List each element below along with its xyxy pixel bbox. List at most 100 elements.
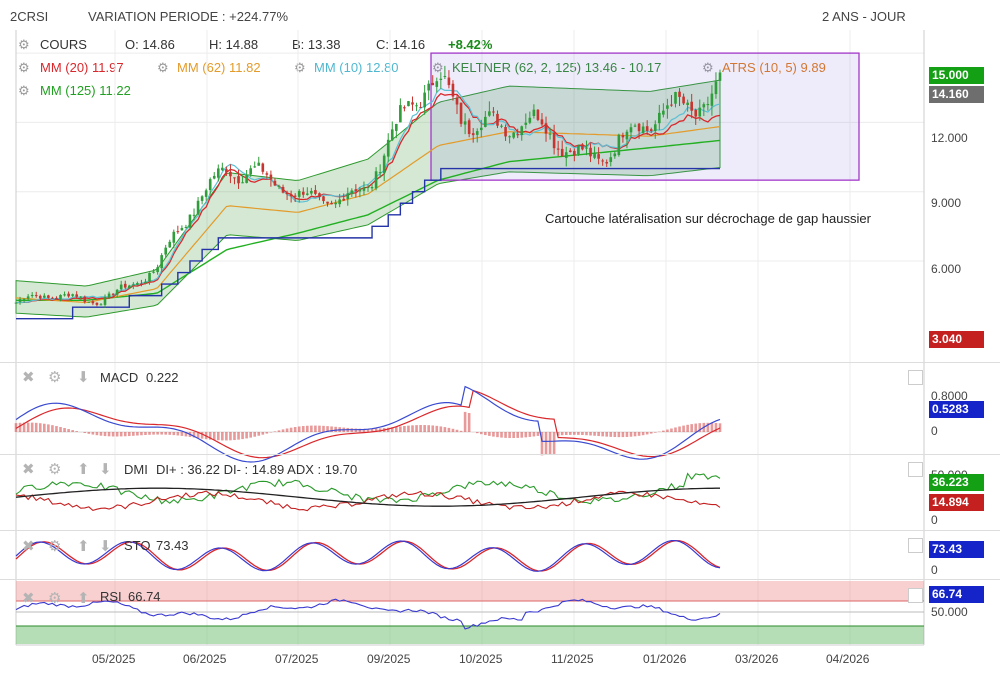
candle-body xyxy=(99,304,103,306)
arrow-down-icon[interactable]: ⬇ xyxy=(77,369,90,386)
macd-histogram-bar xyxy=(605,432,609,437)
macd-histogram-bar xyxy=(330,426,333,432)
candle-body xyxy=(87,301,91,303)
arrow-down-icon[interactable]: ⬇ xyxy=(99,461,112,478)
candle-body xyxy=(168,241,172,248)
candle-body xyxy=(488,111,491,116)
candle-body xyxy=(59,294,62,299)
candle-body xyxy=(374,171,378,189)
cours-label: COURS xyxy=(40,37,87,52)
price-high-badge: 15.000 xyxy=(929,67,984,84)
gear-icon[interactable]: ⚙ xyxy=(48,538,62,555)
macd-histogram-bar xyxy=(686,424,689,432)
macd-histogram-bar xyxy=(241,432,244,440)
candle-body xyxy=(176,231,180,233)
sto-label: STO xyxy=(124,538,151,553)
candle-body xyxy=(415,105,418,107)
gear-icon[interactable]: ⚙ xyxy=(18,60,30,75)
gear-icon[interactable]: ⚙ xyxy=(48,590,62,607)
panel-checkbox[interactable] xyxy=(908,538,923,553)
candle-body xyxy=(314,190,317,194)
x-tick: 01/2026 xyxy=(643,652,687,666)
macd-histogram-bar xyxy=(710,422,714,432)
gear-icon[interactable]: ⚙ xyxy=(18,83,30,98)
macd-histogram-bar xyxy=(160,432,163,435)
period-selector[interactable]: 2 ANS - JOUR xyxy=(822,9,906,24)
macd-histogram-bar xyxy=(326,426,329,432)
candle-body xyxy=(164,247,168,255)
macd-histogram-bar xyxy=(512,432,515,439)
macd-histogram-bar xyxy=(22,422,26,432)
candle-body xyxy=(334,202,337,205)
macd-histogram-bar xyxy=(621,432,625,438)
macd-histogram-bar xyxy=(281,429,285,432)
candle-body xyxy=(504,127,507,137)
candle-body xyxy=(63,294,66,296)
arrow-down-icon[interactable]: ⬇ xyxy=(99,538,112,555)
macd-histogram-bar xyxy=(403,426,406,432)
macd-histogram-bar xyxy=(297,426,301,432)
candle-body xyxy=(423,92,426,108)
x-tick: 10/2025 xyxy=(459,652,503,666)
gear-icon[interactable]: ⚙ xyxy=(18,37,30,52)
candle-body xyxy=(362,187,366,191)
arrow-up-icon[interactable]: ⬆ xyxy=(77,461,90,478)
macd-histogram-bar xyxy=(568,432,572,435)
gear-icon[interactable]: ⚙ xyxy=(702,60,714,76)
candle-body xyxy=(338,199,341,205)
candle-body xyxy=(221,167,224,171)
candle-body xyxy=(273,180,277,186)
candle-body xyxy=(601,160,604,162)
candle-body xyxy=(83,296,87,302)
macd-histogram-bar xyxy=(144,432,147,435)
close-icon[interactable]: ✖ xyxy=(22,590,35,607)
candle-body xyxy=(670,104,673,106)
macd-histogram-bar xyxy=(180,432,184,436)
x-tick: 05/2025 xyxy=(92,652,136,666)
macd-histogram-bar xyxy=(678,426,681,432)
arrow-up-icon[interactable]: ⬆ xyxy=(77,538,90,555)
candle-body xyxy=(390,129,394,141)
sto-badge: 73.43 xyxy=(929,541,984,558)
macd-histogram-bar xyxy=(625,432,629,437)
macd-histogram-bar xyxy=(484,432,487,436)
macd-histogram-bar xyxy=(492,432,495,437)
ticker: 2CRSI xyxy=(10,9,49,24)
candle-body xyxy=(560,148,564,157)
close-icon[interactable]: ✖ xyxy=(22,369,35,386)
macd-histogram-bar xyxy=(581,432,584,436)
gear-icon[interactable]: ⚙ xyxy=(157,60,169,75)
arrow-up-icon[interactable]: ⬆ xyxy=(77,590,90,607)
macd-histogram-bar xyxy=(496,432,499,438)
candle-body xyxy=(479,127,483,131)
gear-icon[interactable]: ⚙ xyxy=(48,369,62,386)
price-tick: 12.000 xyxy=(931,131,968,145)
candle-body xyxy=(103,297,107,305)
macd-histogram-bar xyxy=(221,432,224,441)
candle-body xyxy=(216,168,220,178)
candle-body xyxy=(653,124,657,132)
price-last-badge: 14.160 xyxy=(929,86,984,103)
candle-body xyxy=(544,123,548,134)
close-icon[interactable]: ✖ xyxy=(22,538,35,555)
macd-histogram-bar xyxy=(374,428,378,432)
candle-body xyxy=(208,179,212,191)
macd-histogram-bar xyxy=(386,427,390,432)
macd-histogram-bar xyxy=(265,432,269,434)
candle-body xyxy=(119,284,123,290)
panel-checkbox[interactable] xyxy=(908,462,923,477)
gear-icon[interactable]: ⚙ xyxy=(294,60,306,75)
candle-body xyxy=(674,92,677,104)
panel-checkbox[interactable] xyxy=(908,370,923,385)
candle-body xyxy=(204,190,208,197)
macd-histogram-bar xyxy=(532,432,536,437)
macd-histogram-bar xyxy=(399,426,402,432)
gear-icon[interactable]: ⚙ xyxy=(432,60,444,76)
panel-checkbox[interactable] xyxy=(908,588,923,603)
keltner-legend: KELTNER (62, 2, 125) 13.46 - 10.17 xyxy=(452,60,661,75)
close-icon[interactable]: ✖ xyxy=(22,461,35,478)
macd-histogram-bar xyxy=(653,432,657,433)
candle-body xyxy=(556,148,560,150)
gear-icon[interactable]: ⚙ xyxy=(48,461,62,478)
